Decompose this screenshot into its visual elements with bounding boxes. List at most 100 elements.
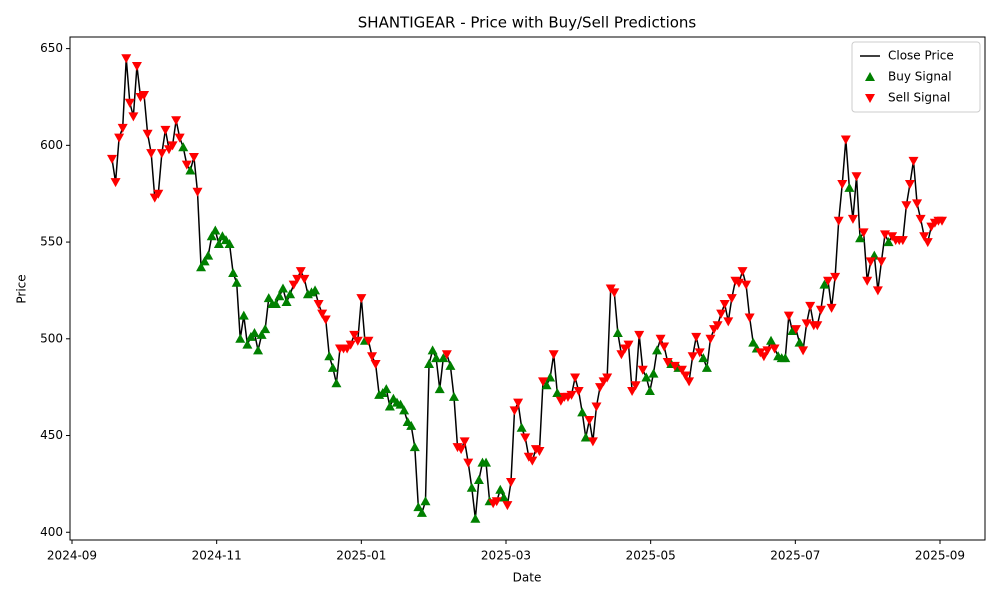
sell-marker — [744, 313, 755, 323]
buy-marker — [395, 399, 406, 409]
buy-marker — [253, 345, 264, 355]
sell-marker — [837, 180, 848, 190]
sell-marker — [349, 330, 360, 340]
x-tick-label: 2025-01 — [336, 549, 386, 563]
buy-marker — [495, 484, 506, 494]
buy-marker — [199, 256, 210, 266]
sell-marker — [292, 274, 303, 284]
sell-marker — [146, 149, 157, 159]
sell-marker — [790, 325, 801, 335]
buy-marker — [445, 360, 456, 370]
buy-marker — [185, 165, 196, 175]
sell-marker — [805, 301, 816, 311]
sell-marker — [491, 497, 502, 507]
buy-marker — [577, 407, 588, 417]
sell-marker — [534, 447, 545, 457]
sell-marker — [602, 373, 613, 383]
buy-marker — [844, 182, 855, 192]
sell-marker — [188, 152, 199, 162]
sell-marker — [798, 346, 809, 356]
sell-marker — [723, 317, 734, 327]
sell-marker — [851, 172, 862, 182]
sell-marker — [762, 346, 773, 356]
sell-marker — [566, 390, 577, 400]
y-axis-label: Price — [15, 274, 29, 303]
buy-marker — [420, 496, 431, 506]
sell-marker — [712, 321, 723, 331]
sell-marker — [595, 383, 606, 393]
sell-marker — [370, 359, 381, 369]
sell-marker — [538, 377, 549, 387]
x-axis-label: Date — [513, 571, 542, 585]
sell-marker — [623, 340, 634, 350]
sell-marker — [192, 187, 203, 197]
sell-marker — [716, 309, 727, 319]
sell-marker — [919, 232, 930, 242]
sell-marker — [659, 342, 670, 352]
sell-marker — [915, 214, 926, 224]
buy-marker — [210, 225, 221, 235]
y-tick-label: 600 — [40, 138, 63, 152]
sell-marker — [139, 91, 150, 101]
buy-marker — [644, 386, 655, 396]
buy-marker — [748, 337, 759, 347]
sell-marker — [363, 336, 374, 346]
sell-marker — [288, 280, 299, 290]
buy-marker — [203, 250, 214, 260]
x-tick-label: 2025-05 — [626, 549, 676, 563]
sell-marker — [587, 437, 598, 447]
sell-marker — [463, 458, 474, 468]
buy-marker — [438, 353, 449, 363]
sell-marker — [570, 373, 581, 383]
sell-marker — [153, 189, 164, 199]
sell-marker — [513, 398, 524, 408]
buy-marker — [249, 327, 260, 337]
sell-marker — [687, 352, 698, 362]
sell-marker — [352, 336, 363, 346]
buy-marker — [652, 345, 663, 355]
sell-marker — [174, 133, 185, 143]
buy-marker — [552, 387, 563, 397]
legend-label: Close Price — [888, 49, 954, 63]
sell-marker — [584, 416, 595, 426]
sell-marker — [801, 319, 812, 329]
buy-marker — [406, 420, 417, 430]
buy-marker — [416, 507, 427, 517]
sell-marker — [908, 156, 919, 166]
buy-marker — [274, 291, 285, 301]
buy-marker — [277, 283, 288, 293]
buy-marker — [434, 384, 445, 394]
sell-marker — [591, 402, 602, 412]
sell-marker — [441, 350, 452, 360]
buy-marker — [413, 502, 424, 512]
y-tick-label: 550 — [40, 235, 63, 249]
sell-marker — [637, 365, 648, 375]
sell-marker — [858, 228, 869, 238]
sell-marker — [156, 149, 167, 159]
sell-marker — [669, 361, 680, 371]
sell-marker — [520, 433, 531, 443]
buy-marker — [196, 262, 207, 272]
sell-marker — [897, 236, 908, 246]
sell-marker — [912, 199, 923, 209]
sell-marker — [705, 334, 716, 344]
sell-marker — [299, 274, 310, 284]
sell-marker — [313, 299, 324, 309]
sell-marker — [684, 377, 695, 387]
buy-marker — [427, 345, 438, 355]
buy-marker — [545, 372, 556, 382]
sell-marker — [502, 501, 513, 511]
sell-marker — [171, 116, 182, 126]
legend-marker — [865, 94, 875, 103]
sell-marker — [345, 340, 356, 350]
x-tick-label: 2024-11 — [192, 549, 242, 563]
buy-marker — [766, 335, 777, 345]
sell-marker — [527, 456, 538, 466]
buy-marker — [787, 326, 798, 336]
buy-marker — [516, 422, 527, 432]
sell-marker — [680, 371, 691, 381]
buy-marker — [281, 297, 292, 307]
buy-marker — [448, 391, 459, 401]
sell-marker — [876, 257, 887, 267]
sell-marker — [121, 54, 132, 64]
